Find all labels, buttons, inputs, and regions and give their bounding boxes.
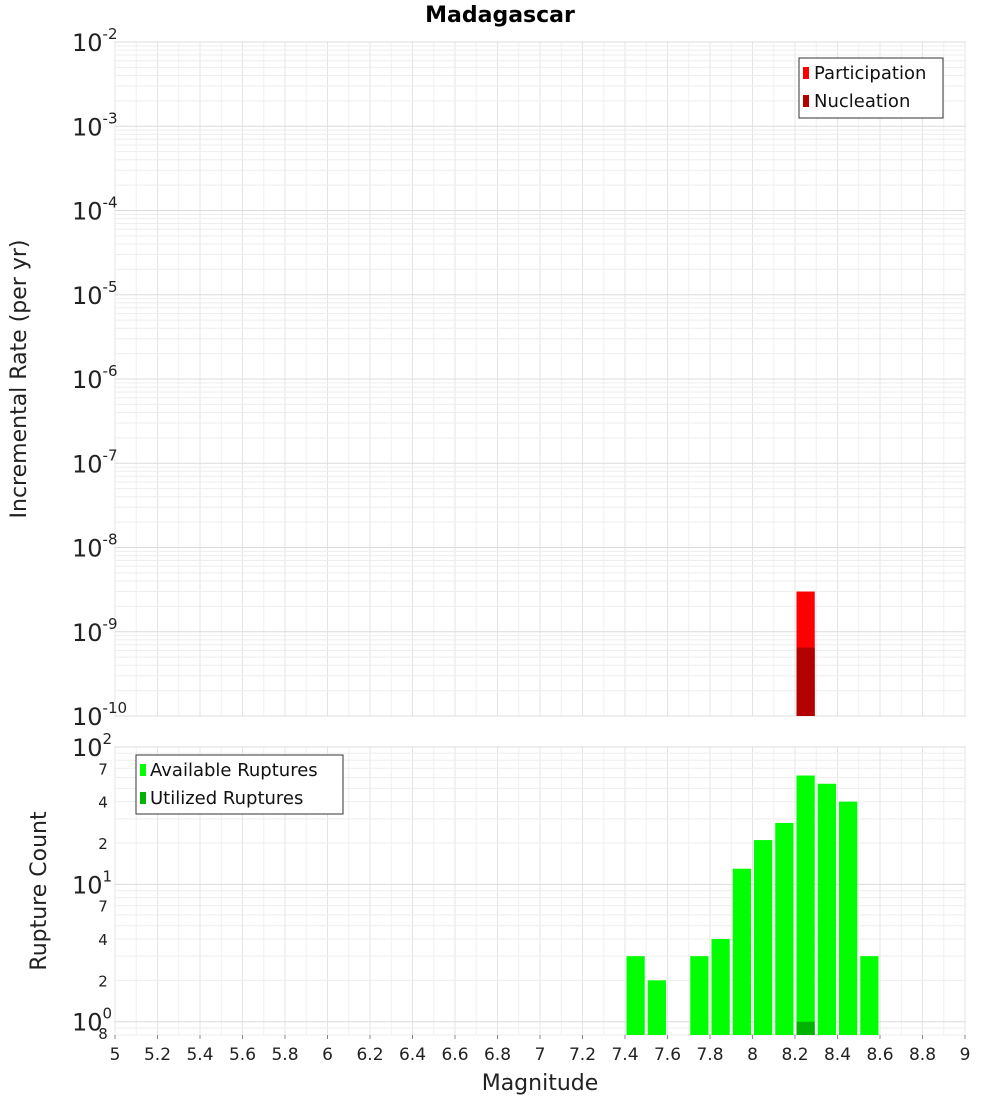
bar-nucleation-8-25 <box>796 647 815 716</box>
x-tick-label: 8 <box>747 1045 758 1065</box>
y-minor-tick-label: 2 <box>98 835 108 853</box>
y-minor-tick-label: 8 <box>98 1025 108 1043</box>
x-tick-label: 7.8 <box>696 1045 723 1065</box>
x-tick-label: 5.8 <box>271 1045 298 1065</box>
x-tick-label: 6.4 <box>399 1045 426 1065</box>
bottom-legend-box <box>135 754 344 815</box>
legend-swatch-available-ruptures <box>140 764 146 776</box>
y-tick-label: 100 <box>72 1005 112 1037</box>
bar-available-ruptures-7-95 <box>732 868 751 1035</box>
y-tick-label: 10-3 <box>72 109 118 141</box>
legend-label-participation: Participation <box>814 63 926 84</box>
x-ticks: 5 5.2 5.4 5.6 5.8 6 6.2 6.4 6.6 6.8 7 7.2 7.4 7.6 7.8 8… <box>110 1035 971 1065</box>
bar-utilized-ruptures-8-25 <box>796 1021 815 1035</box>
x-tick-label: 5.6 <box>229 1045 256 1065</box>
top-legend: Participation Nucleation <box>798 57 944 119</box>
y-tick-label: 10-9 <box>72 615 118 647</box>
x-tick-label: 5.4 <box>186 1045 213 1065</box>
legend-swatch-nucleation <box>803 95 809 107</box>
bar-available-ruptures-8-45 <box>839 801 858 1035</box>
y-tick-label: 10-6 <box>72 362 118 394</box>
y-tick-label: 10-10 <box>72 699 127 731</box>
top-legend-box <box>798 57 944 119</box>
y-tick-label: 10-5 <box>72 278 118 310</box>
bar-available-ruptures-8-15 <box>775 822 794 1035</box>
x-tick-label: 6.8 <box>484 1045 511 1065</box>
bar-available-ruptures-7-45 <box>626 956 645 1035</box>
y-minor-tick-label: 4 <box>98 794 108 812</box>
y-tick-label: 10-4 <box>72 194 118 226</box>
x-tick-label: 7.4 <box>611 1045 638 1065</box>
y-minor-tick-label: 7 <box>98 898 108 916</box>
y-tick-label: 101 <box>72 867 112 899</box>
top-y-axis-label: Incremental Rate (per yr) <box>7 240 32 519</box>
top-plot-panel: 10-2 10-3 10-4 10-5 10-6 10-7 10-8 10-9 10-10 Ma… <box>7 3 966 731</box>
bottom-y-axis-label: Rupture Count <box>27 811 52 971</box>
top-grid <box>114 41 966 717</box>
y-tick-label: 102 <box>72 730 112 762</box>
bar-available-ruptures-8-35 <box>817 783 836 1035</box>
y-tick-label: 10-7 <box>72 446 118 478</box>
x-tick-label: 7.6 <box>654 1045 681 1065</box>
bar-available-ruptures-8-05 <box>754 840 773 1035</box>
legend-swatch-participation <box>803 67 809 79</box>
x-tick-label: 7 <box>535 1045 546 1065</box>
bar-available-ruptures-7-85 <box>711 939 730 1035</box>
top-y-ticks: 10-2 10-3 10-4 10-5 10-6 10-7 10-8 10-9 10-10 <box>72 25 127 731</box>
y-tick-label: 10-2 <box>72 25 118 57</box>
x-axis-label: Magnitude <box>482 1071 599 1096</box>
x-tick-label: 5.2 <box>144 1045 171 1065</box>
legend-swatch-utilized-ruptures <box>140 792 146 804</box>
legend-label-utilized-ruptures: Utilized Ruptures <box>150 788 303 809</box>
x-tick-label: 8.8 <box>909 1045 936 1065</box>
x-tick-label: 8.6 <box>866 1045 893 1065</box>
bottom-legend: Available Ruptures Utilized Ruptures <box>135 754 344 815</box>
top-bars <box>796 591 815 716</box>
y-tick-label: 10-8 <box>72 531 118 563</box>
x-tick-label: 6.6 <box>441 1045 468 1065</box>
bar-available-ruptures-8-55 <box>860 956 879 1035</box>
bottom-bars <box>626 775 879 1035</box>
legend-label-nucleation: Nucleation <box>814 91 910 112</box>
y-minor-tick-label: 2 <box>98 972 108 990</box>
y-minor-tick-label: 7 <box>98 760 108 778</box>
legend-label-available-ruptures: Available Ruptures <box>150 760 318 781</box>
y-minor-tick-label: 4 <box>98 931 108 949</box>
chart-title: Madagascar <box>425 3 575 28</box>
bar-available-ruptures-7-75 <box>690 956 709 1035</box>
x-tick-label: 9 <box>960 1045 971 1065</box>
x-tick-label: 7.2 <box>569 1045 596 1065</box>
bar-available-ruptures-7-55 <box>647 980 666 1035</box>
x-tick-label: 8.2 <box>781 1045 808 1065</box>
bottom-plot-panel: 102 101 100 7 4 2 7 4 2 8 5 5.2 5.4 5.6 5.8 6 6.2 6.4 6.6… <box>27 730 970 1096</box>
x-tick-label: 5 <box>110 1045 121 1065</box>
x-tick-label: 6.2 <box>356 1045 383 1065</box>
bar-available-ruptures-8-25 <box>796 775 815 1035</box>
x-tick-label: 6 <box>322 1045 333 1065</box>
bottom-y-ticks: 102 101 100 7 4 2 7 4 2 8 <box>72 730 112 1043</box>
x-tick-label: 8.4 <box>824 1045 851 1065</box>
